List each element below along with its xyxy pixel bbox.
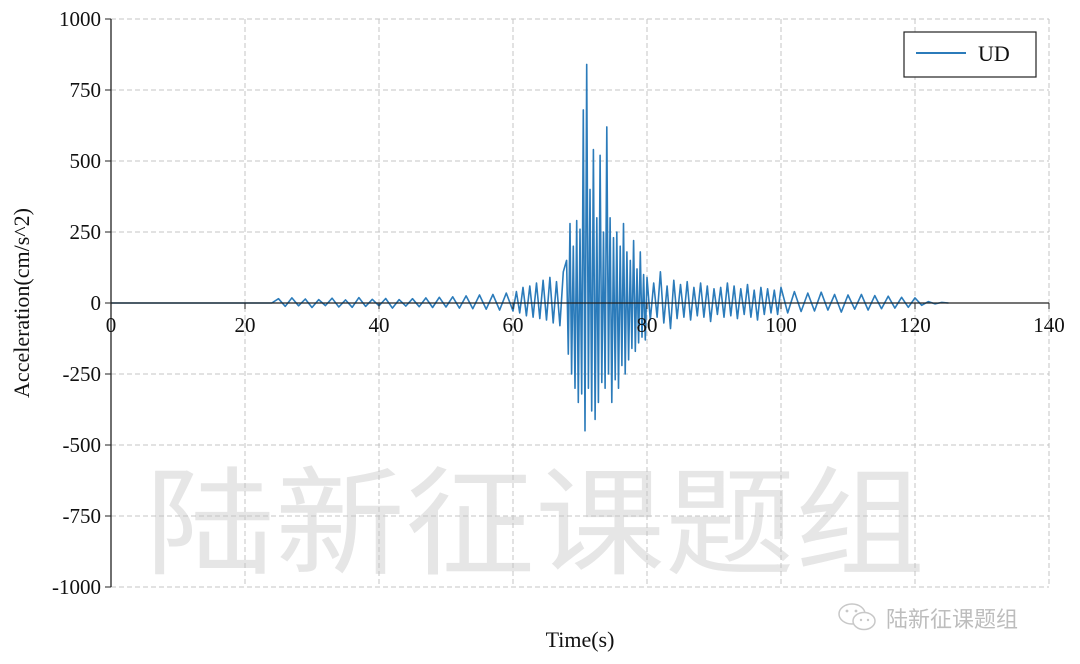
y-tick-label: 0 (91, 291, 102, 315)
legend-label-ud: UD (978, 41, 1010, 66)
legend-box (903, 31, 1037, 78)
y-tick-label: 500 (70, 149, 102, 173)
y-tick-label: -1000 (52, 575, 101, 599)
wechat-icon (838, 603, 876, 631)
y-ticks: 1000 750 500 250 0 -250 -500 -750 -1000 (52, 7, 111, 599)
series-ud (111, 63, 949, 432)
x-axis-label: Time(s) (546, 627, 615, 652)
x-tick-label: 140 (1033, 313, 1065, 337)
series-line-ud (111, 63, 949, 432)
y-tick-label: -750 (63, 504, 102, 528)
x-tick-label: 40 (369, 313, 390, 337)
x-tick-label: 80 (637, 313, 658, 337)
x-tick-label: 0 (106, 313, 117, 337)
y-axis-label: Acceleration(cm/s^2) (9, 208, 34, 398)
x-tick-label: 100 (765, 313, 797, 337)
y-tick-label: 250 (70, 220, 102, 244)
y-tick-label: 750 (70, 78, 102, 102)
credit: 陆新征课题组 (836, 600, 1018, 636)
y-tick-label: 1000 (59, 7, 101, 31)
x-ticks: 0 20 40 60 80 100 120 140 (106, 303, 1065, 337)
x-tick-label: 60 (503, 313, 524, 337)
y-tick-label: -250 (63, 362, 102, 386)
y-tick-label: -500 (63, 433, 102, 457)
credit-text: 陆新征课题组 (886, 608, 1019, 633)
x-tick-label: 20 (235, 313, 256, 337)
x-tick-label: 120 (899, 313, 931, 337)
watermark: 陆新征课题组 (145, 455, 925, 593)
legend: UD (903, 31, 1037, 78)
